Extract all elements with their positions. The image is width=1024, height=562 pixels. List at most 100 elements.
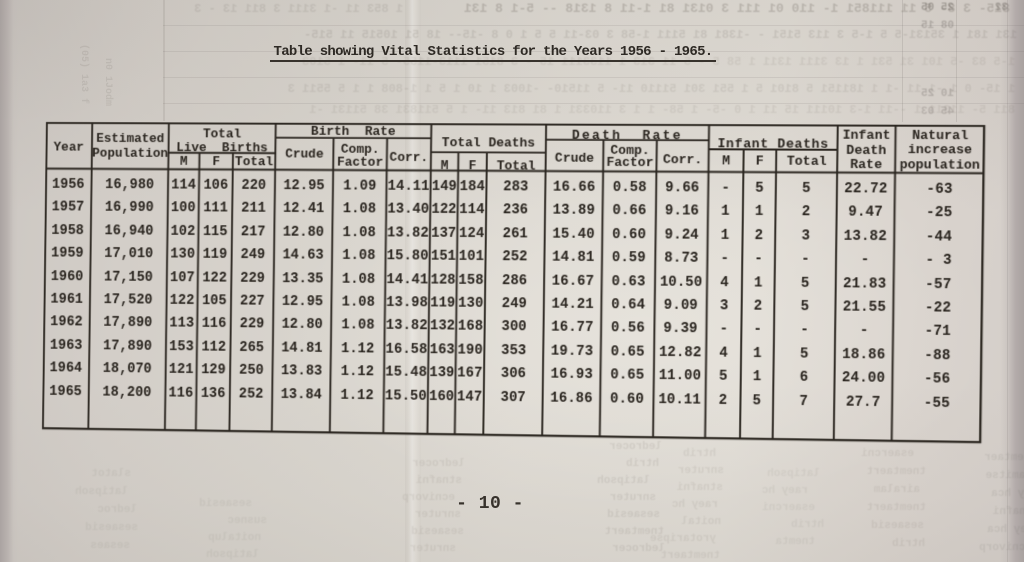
svg-text:1: 1 [721, 205, 730, 221]
svg-text:17,150: 17,150 [104, 270, 153, 286]
svg-text:114: 114 [171, 178, 196, 193]
svg-text:16,980: 16,980 [105, 178, 154, 193]
svg-text:-: - [800, 323, 809, 339]
svg-text:1: 1 [753, 347, 762, 363]
svg-text:139: 139 [429, 366, 454, 382]
svg-text:0.56: 0.56 [611, 321, 645, 337]
svg-text:14.41: 14.41 [386, 272, 428, 288]
svg-text:16.66: 16.66 [553, 180, 595, 196]
svg-text:105: 105 [202, 294, 227, 309]
svg-text:5: 5 [752, 394, 761, 410]
svg-text:0.58: 0.58 [613, 180, 647, 196]
svg-text:16.58: 16.58 [386, 342, 428, 358]
svg-text:9.24: 9.24 [665, 228, 699, 244]
svg-text:112: 112 [201, 340, 226, 356]
svg-text:Corr.: Corr. [663, 152, 703, 168]
svg-text:190: 190 [457, 343, 482, 359]
svg-text:-56: -56 [924, 372, 950, 388]
svg-text:5: 5 [755, 181, 764, 197]
svg-text:300: 300 [501, 320, 526, 336]
svg-text:15.80: 15.80 [387, 249, 429, 265]
svg-text:13.82: 13.82 [386, 319, 428, 335]
svg-text:Death Rate: Death Rate [572, 127, 683, 143]
svg-text:14.81: 14.81 [281, 341, 322, 357]
svg-text:M: M [180, 154, 188, 169]
svg-text:1965: 1965 [49, 384, 82, 400]
svg-text:-: - [720, 252, 729, 268]
svg-text:-: - [860, 324, 869, 340]
svg-text:252: 252 [239, 387, 264, 403]
svg-text:124: 124 [459, 226, 484, 242]
svg-text:7: 7 [799, 394, 808, 410]
svg-text:Crude: Crude [555, 150, 594, 166]
svg-text:122: 122 [202, 271, 227, 286]
svg-text:3: 3 [801, 229, 810, 245]
svg-text:113: 113 [169, 317, 194, 332]
svg-text:16.93: 16.93 [551, 368, 593, 384]
svg-text:Comp.: Comp. [341, 142, 380, 157]
svg-text:111: 111 [203, 201, 228, 216]
svg-text:1.08: 1.08 [341, 319, 374, 335]
svg-text:249: 249 [240, 248, 265, 263]
svg-text:1961: 1961 [50, 293, 83, 308]
svg-text:-: - [721, 181, 730, 197]
svg-text:3: 3 [720, 299, 729, 315]
svg-text:184: 184 [460, 180, 485, 196]
svg-text:128: 128 [430, 273, 455, 289]
svg-text:Live Births: Live Births [176, 140, 268, 156]
svg-text:129: 129 [201, 363, 226, 379]
svg-text:12.82: 12.82 [659, 345, 702, 361]
svg-text:0.66: 0.66 [612, 204, 646, 220]
svg-text:-71: -71 [925, 325, 951, 341]
svg-text:21.55: 21.55 [843, 300, 886, 316]
svg-text:Total: Total [203, 126, 242, 141]
svg-text:100: 100 [171, 201, 196, 216]
svg-text:22.72: 22.72 [844, 182, 887, 198]
svg-text:14.63: 14.63 [282, 248, 323, 264]
svg-text:14.11: 14.11 [388, 179, 430, 195]
svg-text:M: M [722, 153, 730, 169]
svg-text:Population: Population [92, 146, 168, 162]
svg-text:18.86: 18.86 [842, 348, 885, 364]
svg-text:Birth Rate: Birth Rate [311, 124, 396, 140]
svg-text:Total Deaths: Total Deaths [442, 135, 536, 151]
svg-text:18,200: 18,200 [102, 385, 151, 401]
svg-text:1: 1 [753, 370, 762, 386]
svg-text:160: 160 [429, 389, 454, 405]
svg-text:1: 1 [754, 276, 763, 292]
svg-text:8.73: 8.73 [664, 251, 698, 267]
svg-text:5: 5 [802, 181, 811, 197]
svg-text:27.7: 27.7 [846, 395, 881, 411]
svg-text:1957: 1957 [52, 200, 85, 215]
svg-text:15.40: 15.40 [552, 227, 594, 243]
svg-text:116: 116 [202, 317, 227, 333]
svg-text:17,010: 17,010 [104, 247, 153, 263]
svg-text:1.09: 1.09 [343, 179, 376, 195]
svg-text:136: 136 [201, 386, 226, 402]
svg-text:16,990: 16,990 [105, 201, 154, 217]
svg-text:116: 116 [168, 386, 193, 402]
svg-text:121: 121 [169, 363, 194, 379]
svg-text:15.48: 15.48 [385, 366, 427, 382]
svg-text:16,940: 16,940 [105, 224, 154, 240]
svg-text:252: 252 [502, 250, 527, 266]
svg-text:1: 1 [721, 228, 730, 244]
svg-text:107: 107 [170, 271, 195, 286]
svg-text:16.86: 16.86 [550, 391, 592, 407]
svg-text:19.73: 19.73 [551, 344, 593, 360]
svg-text:- 3: - 3 [925, 253, 951, 269]
svg-text:-: - [754, 252, 763, 268]
svg-text:Year: Year [54, 139, 84, 154]
svg-text:1.12: 1.12 [340, 388, 373, 404]
svg-text:0.60: 0.60 [610, 392, 644, 408]
svg-text:16.77: 16.77 [551, 321, 593, 337]
svg-text:119: 119 [203, 248, 228, 263]
svg-text:115: 115 [203, 225, 228, 240]
svg-text:Comp.: Comp. [610, 142, 649, 158]
svg-text:114: 114 [459, 203, 484, 219]
svg-text:163: 163 [430, 343, 455, 359]
svg-text:151: 151 [431, 249, 456, 265]
svg-text:M: M [441, 158, 449, 173]
svg-text:12.80: 12.80 [281, 318, 322, 334]
svg-text:2: 2 [754, 299, 763, 315]
